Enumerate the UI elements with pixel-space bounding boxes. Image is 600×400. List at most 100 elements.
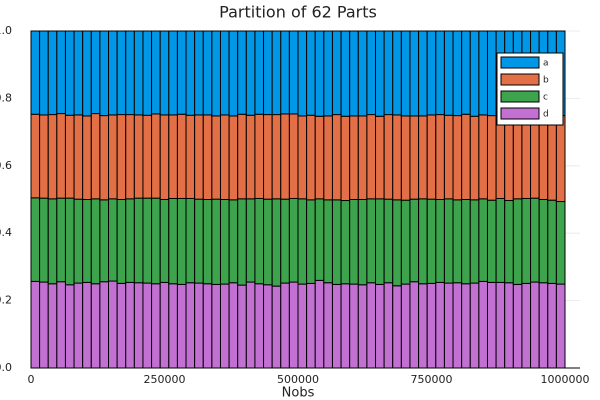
bar-segment — [452, 115, 463, 201]
bar-segment — [323, 30, 333, 117]
bar-segment — [176, 113, 187, 199]
bar-segment — [400, 115, 411, 201]
bar-segment — [56, 30, 66, 115]
bar-segment — [228, 282, 239, 369]
bar-segment — [116, 30, 127, 116]
bar-segment — [314, 115, 325, 200]
bar-segment — [263, 284, 273, 369]
bar-segment — [426, 30, 437, 116]
bar-segment — [349, 283, 359, 369]
bar-segment — [237, 113, 247, 200]
bar-segment — [280, 198, 290, 284]
bar-segment — [108, 198, 118, 282]
bar-segment — [443, 198, 454, 284]
bar-segment — [90, 30, 101, 115]
bar-segment — [263, 30, 273, 116]
bar-segment — [185, 30, 196, 116]
bar-segment — [340, 115, 351, 202]
bar-segment — [194, 282, 204, 369]
bar-segment — [254, 30, 265, 115]
bar-segment — [176, 283, 187, 369]
bar-segment — [82, 30, 92, 117]
bar-segment — [340, 30, 351, 117]
bar-segment — [469, 115, 480, 201]
bar-segment — [383, 30, 394, 116]
bar-segment — [116, 199, 127, 284]
bar-segment — [237, 198, 247, 286]
bar-segment — [56, 113, 66, 199]
bar-segment — [82, 115, 92, 200]
legend-label: a — [543, 59, 549, 69]
chart-title: Partition of 62 Parts — [219, 3, 377, 22]
bar-segment — [375, 115, 385, 200]
bar-segment — [237, 284, 247, 369]
bar-segment — [228, 199, 239, 284]
bar-segment — [211, 115, 221, 200]
bar-segment — [90, 198, 101, 285]
bar-segment — [297, 30, 308, 117]
bar-segment — [547, 115, 557, 201]
bar-segment — [116, 114, 127, 200]
bar-segment — [185, 197, 196, 284]
bar-segment — [64, 30, 75, 116]
bar-segment — [288, 281, 299, 369]
bar-segment — [409, 30, 420, 117]
bar-segment — [392, 114, 402, 201]
bar-segment — [555, 201, 566, 285]
y-tick-label: 0.6 — [0, 159, 12, 172]
bar-segment — [151, 30, 161, 115]
bar-segment — [271, 285, 282, 369]
bar-segment — [73, 114, 84, 200]
y-tick-label: 0.0 — [0, 361, 12, 374]
bar-segment — [426, 198, 437, 284]
bar-segment — [288, 197, 299, 283]
bar-segment — [108, 30, 118, 116]
bar-segment — [383, 114, 394, 200]
bar-segment — [133, 282, 144, 369]
bar-segment — [349, 199, 359, 285]
bar-segment — [400, 283, 411, 369]
bar-segment — [168, 197, 178, 285]
bar-segment — [400, 199, 411, 285]
bar-segment — [211, 198, 221, 285]
bar-segment — [90, 283, 101, 369]
bar-segment — [90, 113, 101, 200]
bar-segment — [555, 283, 566, 369]
bar-segment — [504, 200, 514, 284]
bar-segment — [151, 283, 161, 369]
bar-segment — [452, 282, 463, 369]
bar-segment — [383, 198, 394, 284]
bar-segment — [125, 198, 135, 283]
bar-segment — [228, 115, 239, 201]
bar-segment — [366, 30, 377, 116]
bar-segment — [349, 30, 359, 117]
bar-segment — [314, 30, 325, 117]
bar-segment — [555, 115, 566, 203]
y-tick-label: 1.0 — [0, 24, 12, 37]
bar-segment — [478, 30, 488, 116]
bar-segment — [30, 113, 41, 199]
bar-segment — [547, 282, 557, 369]
bar-segment — [297, 283, 308, 369]
bar-segment — [142, 282, 153, 369]
bar-segment — [357, 284, 368, 369]
bar-segment — [185, 282, 196, 369]
bar-segment — [340, 200, 351, 285]
bar-segment — [426, 282, 437, 369]
bar-segment — [280, 282, 290, 369]
bar-segment — [39, 197, 49, 283]
bar-segment — [392, 30, 402, 116]
bar-segment — [495, 114, 506, 199]
bar-segment — [73, 282, 84, 369]
bar-segment — [521, 114, 532, 199]
legend-label: b — [543, 76, 549, 86]
bar-segment — [452, 199, 463, 284]
bar-segment — [418, 198, 428, 285]
bar-segment — [452, 30, 463, 117]
bar-segment — [263, 198, 273, 286]
bar-segment — [151, 197, 161, 285]
bar-segment — [159, 281, 170, 369]
bar-segment — [357, 199, 368, 286]
bar-segment — [512, 283, 523, 369]
bar-segment — [194, 30, 204, 116]
